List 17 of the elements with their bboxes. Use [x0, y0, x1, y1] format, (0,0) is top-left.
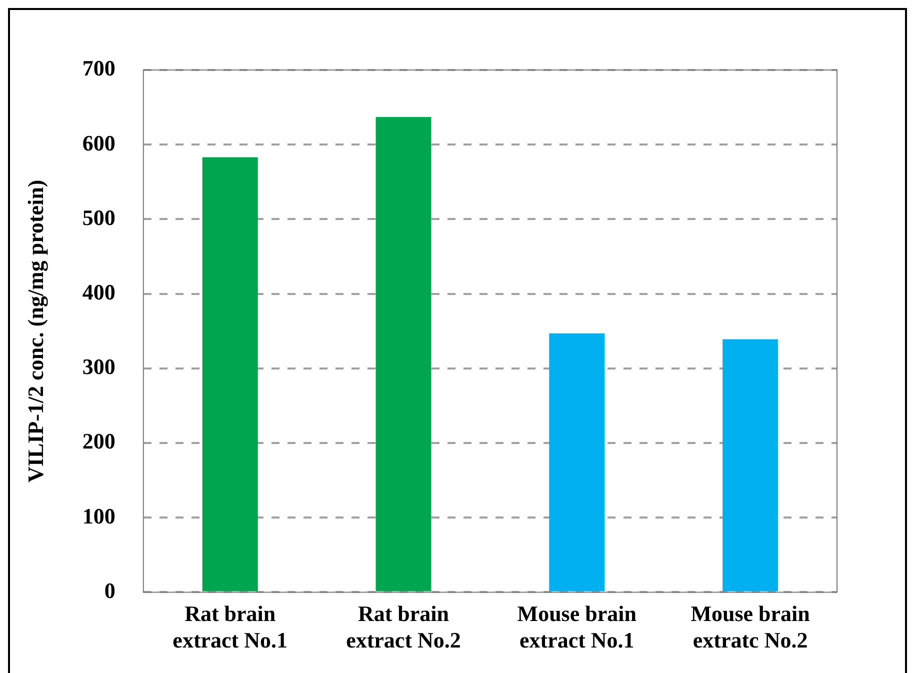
y-tick-label: 600	[82, 130, 116, 156]
x-tick-label: Mouse brain extract No.1	[517, 601, 636, 652]
x-tick-label: Rat brain extract No.2	[346, 601, 461, 652]
y-tick-label: 0	[104, 578, 116, 603]
x-tick-label: Mouse brain extratc No.2	[690, 601, 810, 652]
bar	[376, 117, 432, 592]
y-tick-label: 500	[82, 204, 116, 230]
y-tick-label: 100	[82, 503, 116, 528]
y-tick-label: 300	[82, 354, 116, 380]
bar	[722, 339, 778, 592]
y-axis-title: VILIP-1/2 conc. (ng/mg protein)	[22, 180, 48, 482]
bar	[202, 157, 258, 592]
y-tick-label: 200	[82, 428, 116, 454]
y-tick-label: 700	[82, 56, 116, 81]
y-tick-label: 400	[82, 279, 116, 304]
bar	[549, 333, 605, 592]
x-tick-label: Rat brain extract No.1	[172, 601, 288, 652]
